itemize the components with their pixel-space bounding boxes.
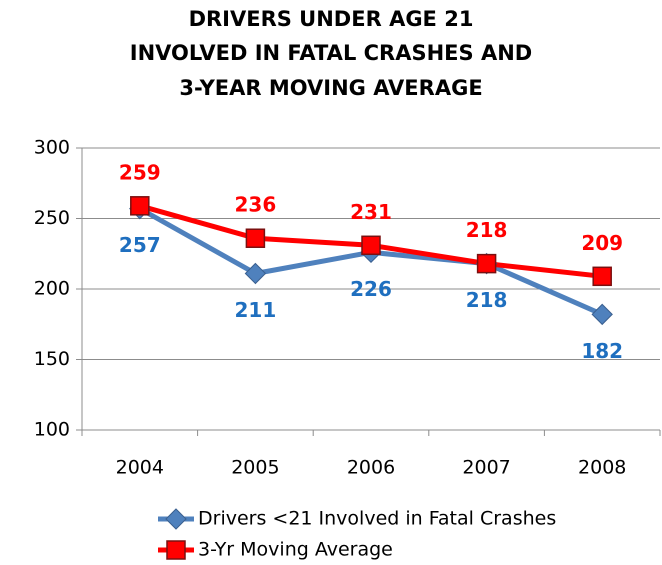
data-point [476,253,497,274]
y-tick-label: 200 [34,278,70,300]
data-point [130,196,150,216]
x-tick-label: 2006 [347,457,395,479]
data-label: 218 [466,288,508,312]
y-tick-label: 300 [34,137,70,159]
y-tick-label: 250 [34,207,70,229]
data-label: 211 [235,298,277,322]
legend-label: Drivers <21 Involved in Fatal Crashes [198,508,556,530]
y-tick-label: 100 [34,419,70,441]
x-tick-label: 2004 [116,457,164,479]
legend-label: 3-Yr Moving Average [198,539,393,561]
data-label: 257 [119,233,161,257]
chart-title: 3-YEAR MOVING AVERAGE [179,76,482,100]
chart-title: INVOLVED IN FATAL CRASHES AND [130,41,532,65]
data-label: 218 [466,218,508,242]
x-tick-label: 2007 [462,457,510,479]
data-point [591,303,613,326]
data-label: 209 [581,231,623,255]
data-point [244,262,267,285]
legend-marker [166,540,186,560]
data-label: 236 [235,193,277,217]
chart-title: DRIVERS UNDER AGE 21 [189,7,474,31]
data-point [361,235,381,256]
y-tick-label: 150 [34,348,70,370]
data-label: 226 [350,277,392,301]
x-tick-label: 2008 [578,457,626,479]
data-label: 182 [581,339,623,363]
data-point [592,266,612,287]
data-label: 231 [350,200,392,224]
x-tick-label: 2005 [231,457,279,479]
data-point [245,228,266,248]
data-label: 259 [119,160,161,184]
legend-marker [165,508,187,530]
